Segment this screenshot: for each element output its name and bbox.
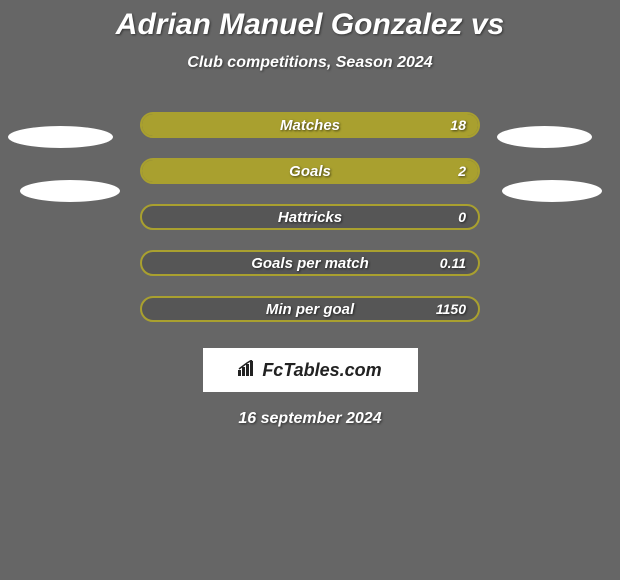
stat-label: Hattricks (278, 209, 342, 226)
logo-label: FcTables.com (262, 360, 381, 381)
stat-row-hattricks: Hattricks 0 (140, 204, 480, 230)
stat-value: 1150 (436, 301, 466, 317)
stat-value: 0.11 (440, 255, 466, 271)
stat-label: Min per goal (266, 301, 354, 318)
stat-label: Goals per match (251, 255, 369, 272)
stat-row-goals: Goals 2 (140, 158, 480, 184)
chart-icon (238, 360, 258, 381)
stat-value: 2 (458, 163, 466, 179)
logo-box: FcTables.com (203, 348, 418, 392)
stat-row-goals-per-match: Goals per match 0.11 (140, 250, 480, 276)
date-text: 16 september 2024 (238, 410, 381, 428)
main-container: Adrian Manuel Gonzalez vs Club competiti… (0, 0, 620, 428)
subtitle: Club competitions, Season 2024 (187, 54, 432, 72)
stats-area: Matches 18 Goals 2 Hattricks 0 Goals per… (0, 112, 620, 342)
stat-label: Goals (289, 163, 331, 180)
logo-text: FcTables.com (238, 360, 381, 381)
stat-row-matches: Matches 18 (140, 112, 480, 138)
page-title: Adrian Manuel Gonzalez vs (116, 8, 504, 42)
stat-label: Matches (280, 117, 340, 134)
stat-value: 0 (458, 209, 466, 225)
stat-row-min-per-goal: Min per goal 1150 (140, 296, 480, 322)
stat-value: 18 (450, 117, 466, 133)
